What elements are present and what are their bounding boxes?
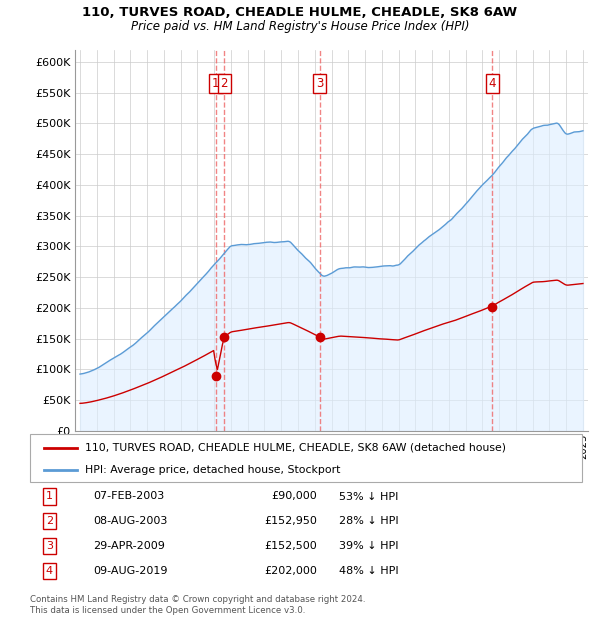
Text: £202,000: £202,000	[264, 566, 317, 576]
Text: 2: 2	[220, 77, 228, 90]
Text: This data is licensed under the Open Government Licence v3.0.: This data is licensed under the Open Gov…	[30, 606, 305, 616]
Text: 29-APR-2009: 29-APR-2009	[94, 541, 166, 551]
Text: 07-FEB-2003: 07-FEB-2003	[94, 492, 165, 502]
Text: £90,000: £90,000	[271, 492, 317, 502]
Text: £152,950: £152,950	[264, 516, 317, 526]
Text: 08-AUG-2003: 08-AUG-2003	[94, 516, 168, 526]
Text: 1: 1	[212, 77, 220, 90]
Text: 09-AUG-2019: 09-AUG-2019	[94, 566, 168, 576]
FancyBboxPatch shape	[30, 434, 582, 482]
Text: £152,500: £152,500	[264, 541, 317, 551]
Text: 3: 3	[46, 541, 53, 551]
Text: Contains HM Land Registry data © Crown copyright and database right 2024.: Contains HM Land Registry data © Crown c…	[30, 595, 365, 604]
Text: Price paid vs. HM Land Registry's House Price Index (HPI): Price paid vs. HM Land Registry's House …	[131, 20, 469, 33]
Text: 110, TURVES ROAD, CHEADLE HULME, CHEADLE, SK8 6AW (detached house): 110, TURVES ROAD, CHEADLE HULME, CHEADLE…	[85, 443, 506, 453]
Text: 4: 4	[46, 566, 53, 576]
Text: HPI: Average price, detached house, Stockport: HPI: Average price, detached house, Stoc…	[85, 465, 341, 476]
Text: 1: 1	[46, 492, 53, 502]
Text: 28% ↓ HPI: 28% ↓ HPI	[339, 516, 399, 526]
Text: 2: 2	[46, 516, 53, 526]
Text: 48% ↓ HPI: 48% ↓ HPI	[339, 566, 399, 576]
Text: 110, TURVES ROAD, CHEADLE HULME, CHEADLE, SK8 6AW: 110, TURVES ROAD, CHEADLE HULME, CHEADLE…	[82, 6, 518, 19]
Text: 4: 4	[488, 77, 496, 90]
Text: 39% ↓ HPI: 39% ↓ HPI	[339, 541, 398, 551]
Text: 53% ↓ HPI: 53% ↓ HPI	[339, 492, 398, 502]
Text: 3: 3	[316, 77, 323, 90]
